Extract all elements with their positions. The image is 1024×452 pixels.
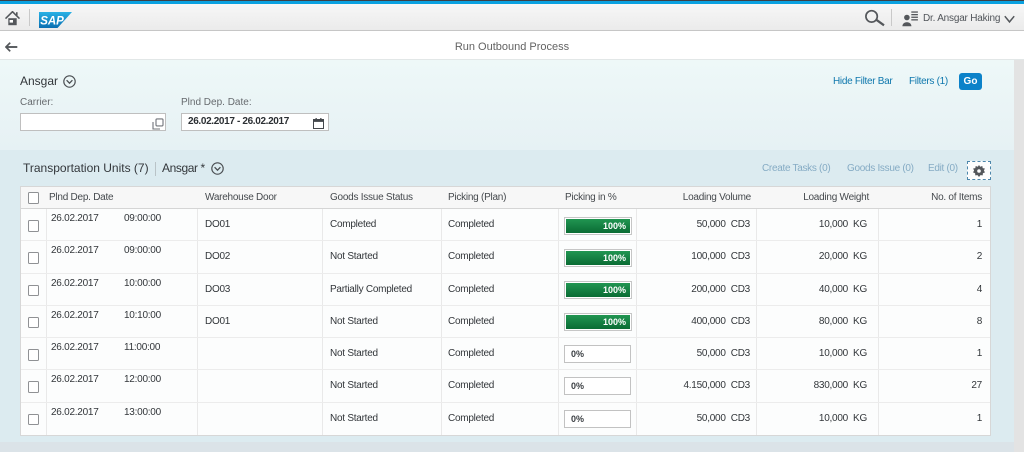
svg-text:SAP: SAP <box>40 15 64 27</box>
